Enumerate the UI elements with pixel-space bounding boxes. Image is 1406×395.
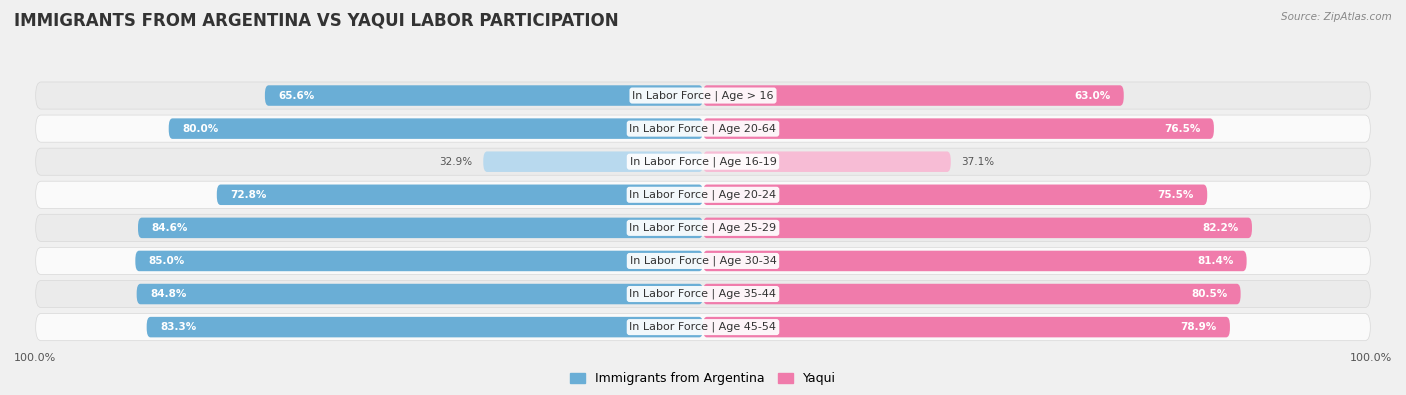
FancyBboxPatch shape (703, 251, 1247, 271)
Text: 85.0%: 85.0% (149, 256, 186, 266)
Text: 72.8%: 72.8% (231, 190, 267, 200)
Text: 83.3%: 83.3% (160, 322, 197, 332)
FancyBboxPatch shape (703, 284, 1240, 304)
Text: 32.9%: 32.9% (440, 157, 472, 167)
FancyBboxPatch shape (703, 151, 950, 172)
Text: IMMIGRANTS FROM ARGENTINA VS YAQUI LABOR PARTICIPATION: IMMIGRANTS FROM ARGENTINA VS YAQUI LABOR… (14, 12, 619, 30)
Text: In Labor Force | Age 16-19: In Labor Force | Age 16-19 (630, 156, 776, 167)
FancyBboxPatch shape (136, 284, 703, 304)
Text: 63.0%: 63.0% (1074, 90, 1111, 101)
Text: 78.9%: 78.9% (1180, 322, 1216, 332)
Text: 65.6%: 65.6% (278, 90, 315, 101)
Text: In Labor Force | Age 25-29: In Labor Force | Age 25-29 (630, 223, 776, 233)
Text: 75.5%: 75.5% (1157, 190, 1194, 200)
Text: 80.5%: 80.5% (1191, 289, 1227, 299)
FancyBboxPatch shape (169, 118, 703, 139)
Text: 80.0%: 80.0% (183, 124, 218, 134)
Text: 81.4%: 81.4% (1197, 256, 1233, 266)
Text: 84.8%: 84.8% (150, 289, 187, 299)
FancyBboxPatch shape (35, 82, 1371, 109)
Text: In Labor Force | Age 30-34: In Labor Force | Age 30-34 (630, 256, 776, 266)
FancyBboxPatch shape (703, 184, 1208, 205)
FancyBboxPatch shape (217, 184, 703, 205)
FancyBboxPatch shape (264, 85, 703, 106)
FancyBboxPatch shape (35, 181, 1371, 208)
FancyBboxPatch shape (138, 218, 703, 238)
FancyBboxPatch shape (703, 317, 1230, 337)
FancyBboxPatch shape (703, 218, 1251, 238)
FancyBboxPatch shape (35, 148, 1371, 175)
FancyBboxPatch shape (146, 317, 703, 337)
Text: In Labor Force | Age > 16: In Labor Force | Age > 16 (633, 90, 773, 101)
FancyBboxPatch shape (703, 118, 1213, 139)
Text: Source: ZipAtlas.com: Source: ZipAtlas.com (1281, 12, 1392, 22)
Text: In Labor Force | Age 35-44: In Labor Force | Age 35-44 (630, 289, 776, 299)
FancyBboxPatch shape (484, 151, 703, 172)
Legend: Immigrants from Argentina, Yaqui: Immigrants from Argentina, Yaqui (571, 372, 835, 385)
Text: 84.6%: 84.6% (152, 223, 188, 233)
FancyBboxPatch shape (703, 85, 1123, 106)
FancyBboxPatch shape (35, 280, 1371, 308)
FancyBboxPatch shape (35, 314, 1371, 340)
FancyBboxPatch shape (35, 115, 1371, 142)
Text: In Labor Force | Age 45-54: In Labor Force | Age 45-54 (630, 322, 776, 332)
Text: 37.1%: 37.1% (962, 157, 994, 167)
Text: 82.2%: 82.2% (1202, 223, 1239, 233)
FancyBboxPatch shape (135, 251, 703, 271)
Text: In Labor Force | Age 20-24: In Labor Force | Age 20-24 (630, 190, 776, 200)
FancyBboxPatch shape (35, 247, 1371, 275)
Text: 76.5%: 76.5% (1164, 124, 1201, 134)
FancyBboxPatch shape (35, 214, 1371, 241)
Text: In Labor Force | Age 20-64: In Labor Force | Age 20-64 (630, 123, 776, 134)
